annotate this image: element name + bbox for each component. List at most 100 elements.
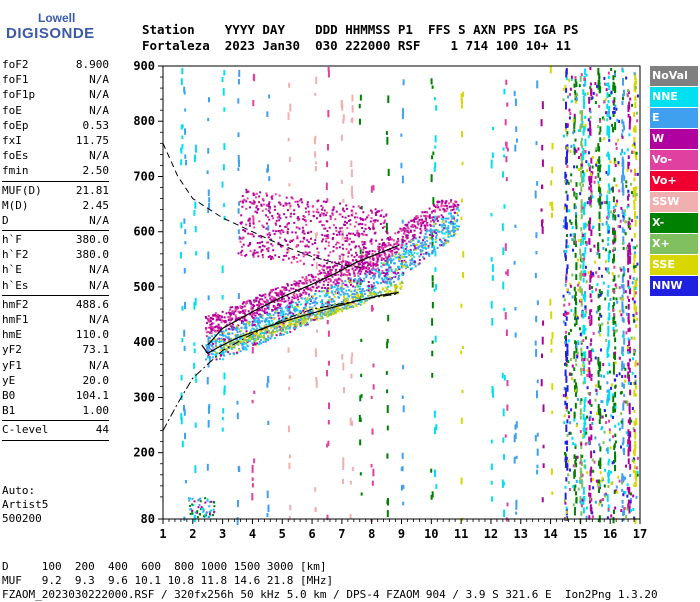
echo-point xyxy=(584,202,587,207)
echo-point xyxy=(286,294,289,297)
echo-point xyxy=(627,249,630,258)
echo-point xyxy=(422,239,425,242)
echo-point xyxy=(279,303,282,306)
echo-point xyxy=(237,327,240,330)
echo-point xyxy=(289,324,292,327)
echo-point xyxy=(266,222,269,225)
echo-point xyxy=(363,230,366,233)
echo-point xyxy=(288,375,291,379)
echo-point xyxy=(439,238,442,241)
echo-point xyxy=(208,331,211,334)
echo-point xyxy=(591,96,594,100)
echo-point xyxy=(588,316,591,320)
echo-point xyxy=(415,217,418,220)
echo-point xyxy=(634,444,637,451)
echo-point xyxy=(445,239,448,242)
echo-point xyxy=(261,294,264,297)
echo-point xyxy=(389,236,392,239)
echo-point xyxy=(462,251,465,258)
param-label: hmF2 xyxy=(2,297,29,311)
echo-point xyxy=(565,222,568,229)
echo-point xyxy=(632,427,635,431)
echo-point xyxy=(629,97,632,101)
echo-point xyxy=(332,250,335,253)
echo-point xyxy=(626,94,629,98)
echo-point xyxy=(575,182,578,187)
echo-point xyxy=(595,163,598,167)
echo-point xyxy=(198,503,201,506)
echo-point xyxy=(410,225,413,228)
echo-point xyxy=(416,220,419,223)
param-label: foE xyxy=(2,103,22,117)
echo-point xyxy=(327,420,330,425)
echo-point xyxy=(413,216,416,219)
echo-point xyxy=(422,246,425,249)
param-label: foF2 xyxy=(2,58,29,71)
echo-point xyxy=(365,261,368,264)
echo-point xyxy=(239,251,242,254)
echo-point xyxy=(351,420,354,427)
echo-point xyxy=(266,164,269,173)
echo-point xyxy=(432,219,435,222)
echo-point xyxy=(212,342,215,345)
echo-point xyxy=(595,310,598,314)
echo-point xyxy=(615,374,618,378)
echo-point xyxy=(360,373,363,378)
echo-point xyxy=(623,393,626,397)
echo-point xyxy=(245,253,248,256)
echo-point xyxy=(189,505,192,508)
echo-point xyxy=(341,273,344,276)
echo-point xyxy=(503,375,506,381)
echo-point xyxy=(440,214,443,217)
echo-point xyxy=(280,293,283,296)
echo-point xyxy=(287,112,290,121)
echo-point xyxy=(348,232,351,235)
echo-point xyxy=(346,274,349,277)
echo-point xyxy=(253,249,256,252)
echo-point xyxy=(276,212,279,215)
echo-point xyxy=(425,236,428,239)
echo-point xyxy=(359,222,362,225)
echo-point xyxy=(614,72,617,76)
param-value: 380.0 xyxy=(75,248,109,262)
echo-point xyxy=(563,414,566,418)
echo-point xyxy=(225,329,228,332)
echo-point xyxy=(316,247,319,250)
echo-point xyxy=(281,329,284,332)
echo-point xyxy=(242,301,245,304)
echo-point xyxy=(332,232,335,235)
echo-point xyxy=(406,230,409,233)
echo-point xyxy=(225,336,228,339)
echo-point xyxy=(567,473,570,477)
echo-point xyxy=(580,238,583,245)
echo-point xyxy=(550,338,553,345)
echo-point xyxy=(364,227,367,230)
echo-point xyxy=(621,97,624,101)
echo-point xyxy=(582,339,585,343)
echo-point xyxy=(581,479,584,485)
echo-point xyxy=(430,78,433,85)
echo-point xyxy=(214,353,217,356)
echo-point xyxy=(350,290,353,293)
echo-point xyxy=(258,246,261,249)
echo-point xyxy=(398,252,401,255)
echo-point xyxy=(395,273,398,276)
echo-point xyxy=(261,320,264,323)
echo-point xyxy=(242,229,245,232)
echo-point xyxy=(419,253,422,256)
echo-point xyxy=(406,236,409,239)
echo-point xyxy=(180,78,183,86)
echo-point xyxy=(223,320,226,323)
echo-point xyxy=(636,362,639,366)
echo-point xyxy=(360,270,363,273)
echo-point xyxy=(237,132,240,138)
echo-point xyxy=(594,436,597,440)
echo-point xyxy=(541,226,544,234)
echo-point xyxy=(331,261,334,264)
echo-point xyxy=(290,299,293,302)
echo-point xyxy=(287,228,290,231)
echo-point xyxy=(515,126,518,132)
echo-point xyxy=(613,236,616,244)
echo-point xyxy=(269,314,272,317)
echo-point xyxy=(338,257,341,260)
